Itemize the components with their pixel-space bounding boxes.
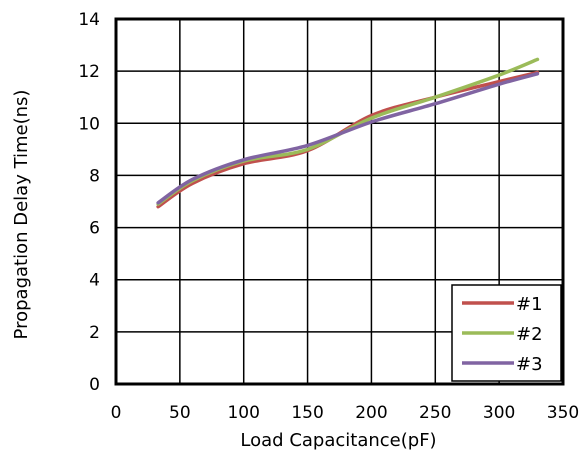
- x-tick-label: 50: [169, 403, 191, 423]
- y-tick-label: 4: [89, 271, 100, 291]
- x-tick-label: 100: [227, 403, 259, 423]
- y-tick-label: 10: [78, 114, 100, 134]
- y-tick-label: 12: [78, 62, 100, 82]
- y-tick-labels: 0 2 4 6 8 10 12 14: [78, 10, 100, 395]
- y-tick-label: 8: [89, 166, 100, 186]
- legend-label-1: #1: [516, 294, 543, 315]
- y-tick-label: 0: [89, 375, 100, 395]
- series-group: [156, 57, 540, 209]
- x-tick-labels: 0 50 100 150 200 250 300 350: [111, 403, 580, 423]
- y-tick-label: 2: [89, 323, 100, 343]
- y-tick-label: 14: [78, 10, 100, 30]
- legend-label-3: #3: [516, 354, 543, 375]
- x-tick-label: 300: [483, 403, 515, 423]
- series-line-1: [156, 70, 540, 209]
- series-line-3: [156, 72, 540, 205]
- x-tick-label: 0: [111, 403, 122, 423]
- legend-label-2: #2: [516, 324, 543, 345]
- x-tick-label: 150: [291, 403, 323, 423]
- y-axis-label: Propagation Delay Time(ns): [11, 90, 32, 340]
- plot-frame: [114, 17, 565, 386]
- x-tick-label: 250: [419, 403, 451, 423]
- y-tick-label: 6: [89, 219, 100, 239]
- x-tick-label: 200: [355, 403, 387, 423]
- x-tick-label: 350: [547, 403, 579, 423]
- legend: #1 #2 #3: [451, 284, 562, 382]
- x-axis-label: Load Capacitance(pF): [240, 430, 436, 451]
